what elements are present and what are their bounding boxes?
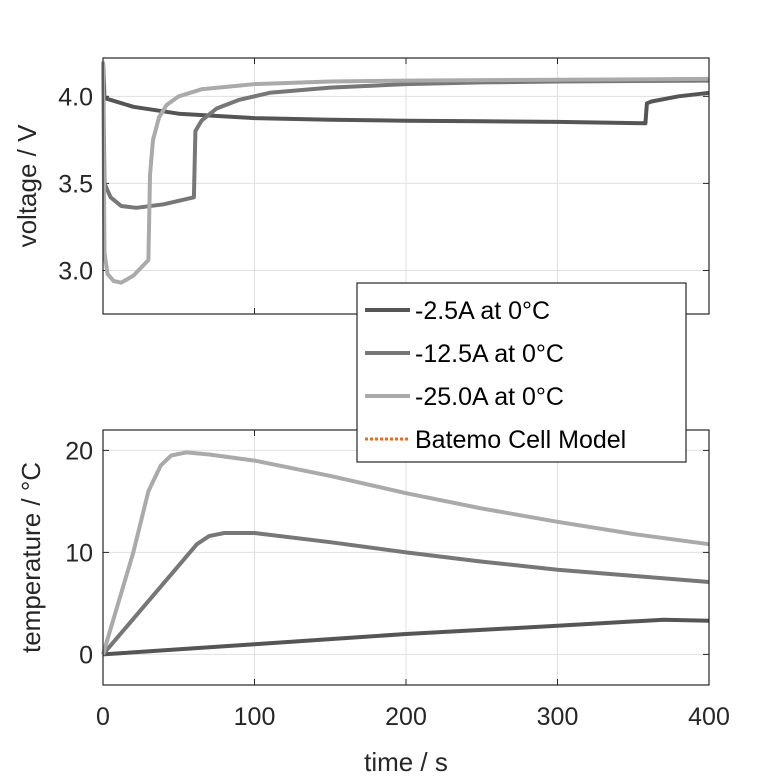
x-tick-label: 0 <box>96 703 110 731</box>
x-tick-label: 200 <box>385 703 427 731</box>
x-tick-label: 400 <box>688 703 730 731</box>
y-tick-label: 3.0 <box>58 257 93 285</box>
y-tick-label: 10 <box>65 539 93 567</box>
series-line--2.5A-at-0-C <box>101 61 710 126</box>
y-tick-label: 4.0 <box>58 83 93 111</box>
x-axis-label: time / s <box>364 747 448 777</box>
legend: -2.5A at 0°C -12.5A at 0°C -25.0A at 0°C Ba… <box>356 282 687 463</box>
y-axis-label: voltage / V <box>12 124 42 248</box>
y-tick-label: 0 <box>79 641 93 669</box>
x-tick-label: 300 <box>537 703 579 731</box>
series-line--12.5A-at-0-C <box>101 61 710 210</box>
legend-label: -2.5A at 0°C <box>415 297 550 325</box>
legend-label: -12.5A at 0°C <box>415 340 564 368</box>
legend-label: -25.0A at 0°C <box>415 383 564 411</box>
y-tick-label: 3.5 <box>58 170 93 198</box>
legend-label: Batemo Cell Model <box>415 426 626 454</box>
legend-box <box>356 282 687 463</box>
series-line--25.0A-at-0-C <box>101 450 710 655</box>
series-line--25.0A-at-0-C <box>101 61 710 285</box>
series-line--2.5A-at-0-C <box>102 617 710 657</box>
y-axis-label: temperature / °C <box>16 462 46 653</box>
x-tick-label: 100 <box>234 703 276 731</box>
voltage-axes: 3.0 3.5 4.0 voltage / V <box>12 57 710 315</box>
y-tick-label: 20 <box>65 437 93 465</box>
series-line--12.5A-at-0-C <box>101 531 710 656</box>
